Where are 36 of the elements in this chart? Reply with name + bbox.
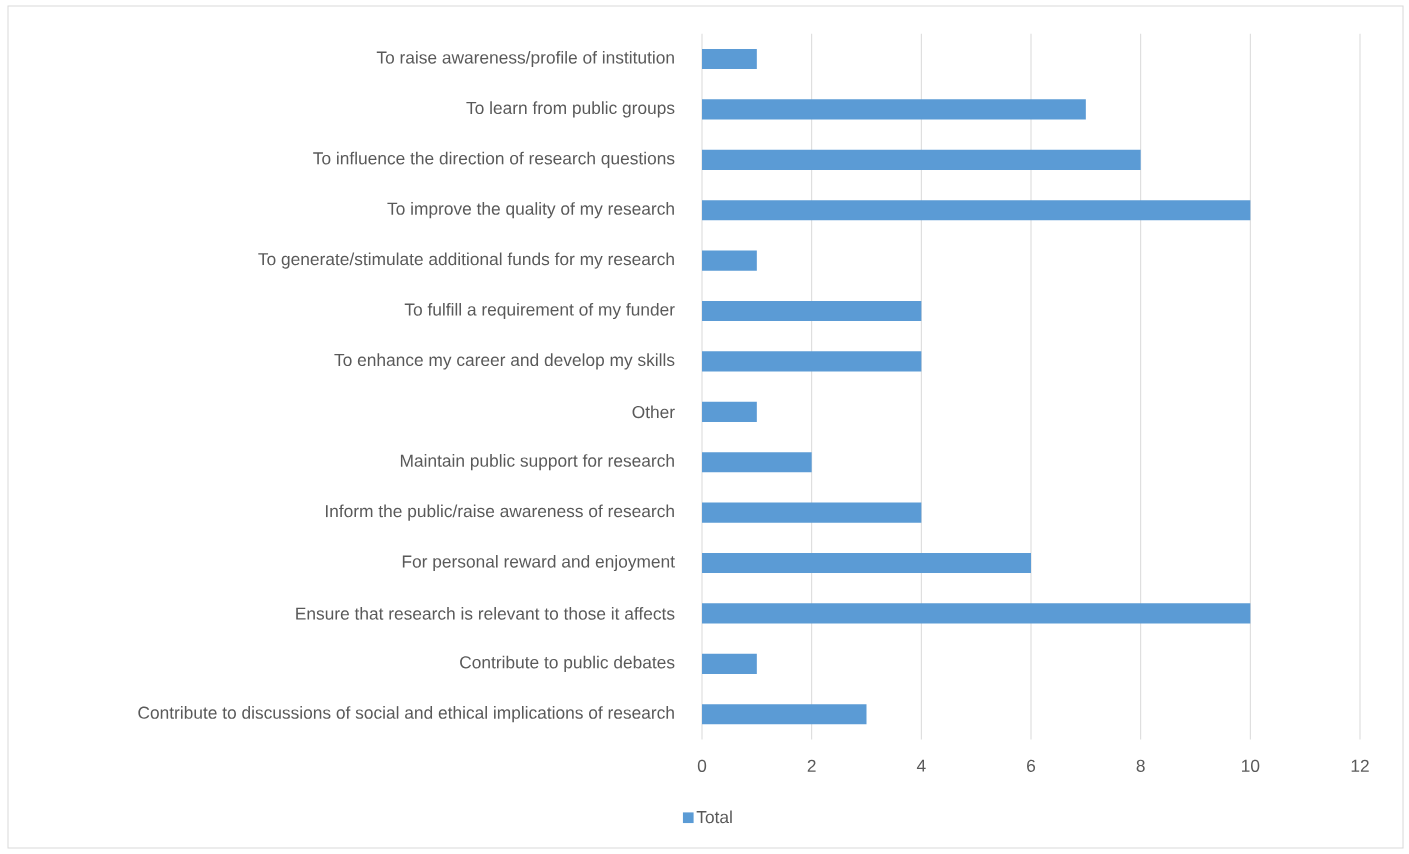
bar [702,149,1141,170]
y-tick-label: To enhance my career and develop my skills [334,353,675,370]
bar [702,401,757,422]
y-tick-label: To influence the direction of research questions [313,151,675,168]
y-tick-label: For personal reward and enjoyment [402,554,675,572]
y-tick-label: Contribute to discussions of social and ethical implications of research [138,706,674,723]
bar [702,300,922,322]
bar [702,502,922,523]
x-tick-label: 12 [1351,759,1369,772]
y-tick-label: Maintain public support for research [400,454,674,471]
x-tick-label: 4 [916,759,926,772]
y-tick-label: To raise awareness/profile of institution [376,50,674,68]
bar [702,452,812,473]
y-tick-label: Inform the public/raise awareness of research [325,504,674,521]
x-tick-label: 0 [697,759,707,772]
bar [702,653,757,674]
x-tick-label: 2 [807,759,816,772]
y-tick-label: Ensure that research is relevant to those it affects [296,607,675,620]
x-tick-label: 8 [1136,759,1145,772]
bar [702,250,757,271]
y-tick-label: To fulfill a requirement of my funder [404,302,675,320]
x-tick-label: 6 [1027,759,1036,772]
bar [702,603,1251,624]
y-tick-label: Other [632,405,675,419]
bar [702,200,1251,221]
bar [702,99,1086,120]
bar [702,552,1031,574]
x-tick-label: 10 [1242,759,1260,772]
bar [702,704,867,725]
y-tick-label: To generate/stimulate additional funds for my research [258,252,674,269]
y-tick-label: Contribute to public debates [460,655,675,672]
y-tick-label: To learn from public groups [466,101,675,118]
bar [702,48,757,70]
legend-label: Total [696,810,732,824]
y-tick-label: To improve the quality of my research [387,202,674,219]
bar [702,351,922,372]
